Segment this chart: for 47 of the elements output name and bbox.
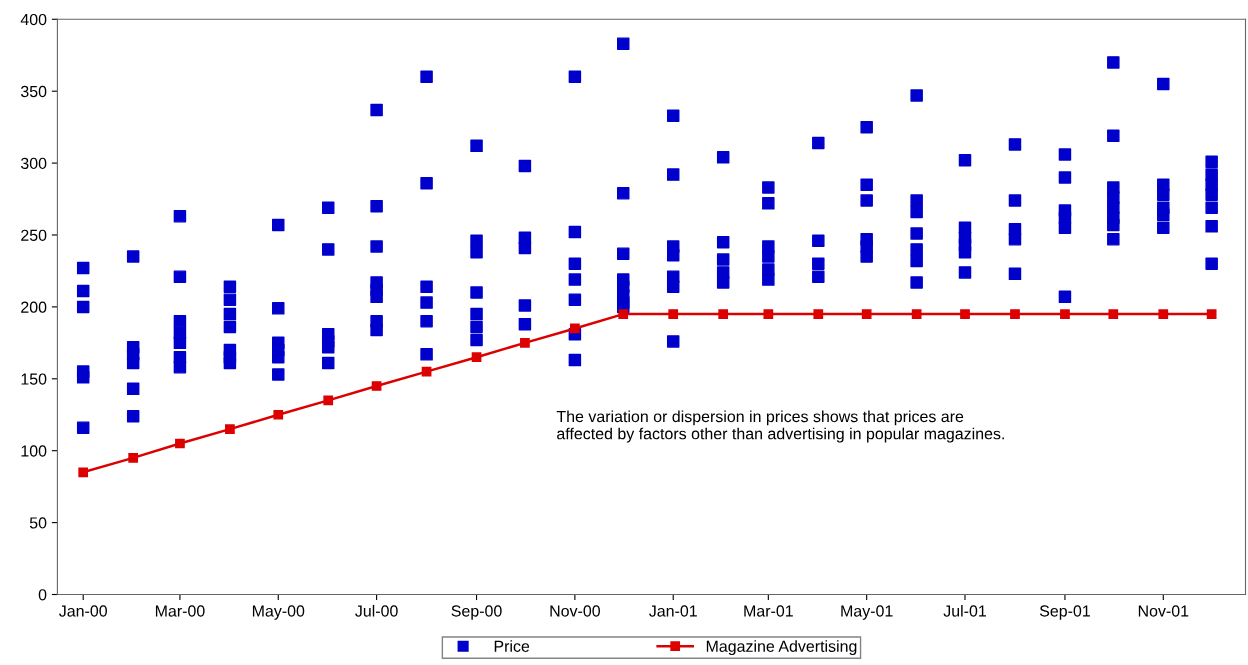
point [128, 453, 139, 463]
x-tick-label: Jan-00 [59, 605, 107, 617]
y-tick-label: 150 [21, 373, 47, 385]
point [471, 352, 482, 363]
annotation: The variation or dispersion in prices shows that prices are affected by factors other than advertising in popular magazines. [556, 410, 1004, 443]
y-tick-label: 400 [20, 13, 47, 26]
point [273, 409, 284, 420]
point [225, 424, 235, 434]
point [813, 309, 824, 319]
point [1108, 309, 1119, 319]
point [323, 395, 334, 406]
point [78, 467, 89, 478]
y-tick-label: 350 [20, 85, 47, 98]
point [960, 309, 970, 319]
x-tick-label: Mar-01 [744, 605, 793, 617]
point [718, 309, 729, 319]
x-tick-label: May-01 [841, 605, 893, 620]
point [618, 309, 629, 319]
x-tick-label: Jan-01 [649, 605, 697, 617]
point [668, 309, 679, 319]
x-tick-label: Nov-01 [1138, 605, 1189, 617]
x-tick-label: Nov-00 [550, 605, 600, 617]
y-tick-label: 200 [21, 301, 47, 313]
y-tick-label: 100 [21, 445, 47, 457]
y-tick-label: 250 [21, 229, 47, 241]
point [371, 381, 382, 391]
x-tick-label: Jul-00 [355, 604, 398, 617]
y-tick-label: 300 [20, 157, 47, 170]
point [175, 438, 185, 449]
x-tick-label: Sep-00 [451, 605, 502, 620]
x-tick-label: Sep-01 [1039, 605, 1090, 620]
point [1060, 309, 1070, 319]
x-tick-label: Mar-00 [155, 605, 205, 617]
point [1206, 309, 1217, 319]
y-tick-label: 50 [29, 517, 47, 529]
point [763, 309, 774, 319]
point [911, 309, 922, 319]
x-tick-label: May-00 [252, 605, 305, 620]
x-tick-label: Jul-01 [943, 604, 986, 617]
legend-label: Magazine Advertising [706, 640, 857, 656]
point [1158, 309, 1169, 319]
point [861, 309, 872, 319]
point [1010, 309, 1020, 319]
point [520, 337, 530, 348]
legend-label: Price [494, 640, 530, 652]
point [570, 323, 580, 334]
y-tick-label: 0 [38, 589, 47, 601]
